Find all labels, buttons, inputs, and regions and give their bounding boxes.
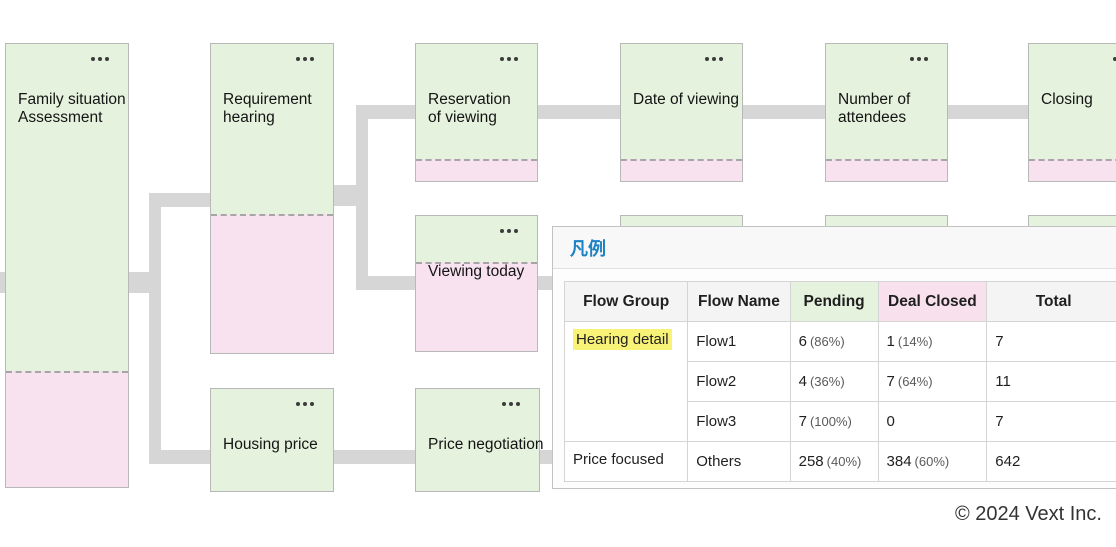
total-cell: 7 bbox=[986, 401, 1116, 442]
flow-node-requirement-hearing[interactable]: Requirement hearing bbox=[210, 43, 334, 354]
table-row: Flow3 7 (100%) 0 7 bbox=[565, 401, 1116, 442]
pending-cell: 7 (100%) bbox=[789, 401, 879, 442]
node-label: Housing price bbox=[223, 436, 318, 453]
node-menu-icon[interactable] bbox=[497, 229, 518, 233]
flow-node-viewing-today[interactable]: Viewing today bbox=[415, 215, 538, 352]
flow-connector bbox=[743, 105, 825, 119]
flow-connector bbox=[948, 105, 1028, 119]
node-menu-icon[interactable] bbox=[1110, 57, 1116, 61]
legend-header: 凡例 bbox=[553, 227, 1116, 269]
flow-connector bbox=[356, 105, 368, 290]
node-closed-region bbox=[416, 262, 537, 351]
flow-group-cell: Hearing detail bbox=[563, 321, 689, 442]
node-menu-icon[interactable] bbox=[293, 57, 314, 61]
node-label: Family situation Assessment bbox=[18, 91, 126, 126]
flow-group-cell: Price focused bbox=[563, 441, 689, 482]
pending-cell: 6 (86%) bbox=[789, 321, 879, 362]
column-header-deal-closed: Deal Closed bbox=[877, 281, 988, 322]
flow-node-reservation-of-viewing[interactable]: Reservation of viewing bbox=[415, 43, 538, 182]
flow-connector bbox=[356, 105, 415, 119]
flow-connector bbox=[334, 450, 415, 464]
copyright-text: © 2024 Vext Inc. bbox=[954, 503, 1102, 525]
deal-closed-cell: 1 (14%) bbox=[877, 321, 988, 362]
flow-node-family-situation[interactable]: Family situation Assessment bbox=[5, 43, 129, 488]
table-row: Flow2 4 (36%) 7 (64%) 11 bbox=[565, 361, 1116, 402]
node-label: Requirement hearing bbox=[223, 91, 312, 126]
node-menu-icon[interactable] bbox=[88, 57, 109, 61]
flow-connector bbox=[356, 276, 415, 290]
pending-cell: 4 (36%) bbox=[789, 361, 879, 402]
total-cell: 11 bbox=[986, 361, 1116, 402]
flow-node-closing[interactable]: Closing bbox=[1028, 43, 1116, 182]
flow-node-date-of-viewing[interactable]: Date of viewing bbox=[620, 43, 743, 182]
node-closed-region bbox=[1029, 159, 1116, 181]
node-label: Number of attendees bbox=[838, 91, 911, 126]
node-menu-icon[interactable] bbox=[907, 57, 928, 61]
footer: © 2024 Vext Inc. bbox=[0, 492, 1116, 547]
node-label: Viewing today bbox=[428, 263, 525, 280]
table-row: Hearing detail Flow1 6 (86%) 1 (14%) 7 bbox=[563, 321, 1116, 442]
column-header-pending: Pending bbox=[789, 281, 879, 322]
pending-cell: 258 (40%) bbox=[789, 441, 879, 482]
flow-name-cell: Others bbox=[687, 441, 791, 482]
node-menu-icon[interactable] bbox=[702, 57, 723, 61]
legend-table-header-row: Flow Group Flow Name Pending Deal Closed… bbox=[563, 281, 1116, 322]
legend-panel: 凡例 Flow Group Flow Name Pending Deal Clo… bbox=[552, 226, 1116, 489]
node-closed-region bbox=[621, 159, 742, 181]
total-cell: 642 bbox=[986, 441, 1116, 482]
deal-closed-cell: 384 (60%) bbox=[877, 441, 988, 482]
total-cell: 7 bbox=[986, 321, 1116, 362]
node-menu-icon[interactable] bbox=[497, 57, 518, 61]
flow-connector bbox=[0, 272, 6, 293]
legend-title: 凡例 bbox=[570, 238, 606, 259]
legend-table: Flow Group Flow Name Pending Deal Closed… bbox=[563, 281, 1116, 482]
flow-node-number-of-attendees[interactable]: Number of attendees bbox=[825, 43, 948, 182]
flow-connector bbox=[149, 450, 210, 464]
node-closed-region bbox=[826, 159, 947, 181]
node-label: Closing bbox=[1041, 91, 1093, 108]
node-menu-icon[interactable] bbox=[499, 402, 520, 406]
column-header-flow-group: Flow Group bbox=[563, 281, 689, 322]
flow-name-cell: Flow3 bbox=[687, 401, 791, 442]
flow-node-housing-price[interactable]: Housing price bbox=[210, 388, 334, 492]
node-label: Reservation of viewing bbox=[428, 91, 511, 126]
node-label: Date of viewing bbox=[633, 91, 739, 108]
flow-connector bbox=[149, 193, 210, 207]
node-label: Price negotiation bbox=[428, 436, 544, 453]
flow-node-price-negotiation[interactable]: Price negotiation bbox=[415, 388, 544, 492]
node-menu-icon[interactable] bbox=[293, 402, 314, 406]
node-closed-region bbox=[416, 159, 537, 181]
deal-closed-cell: 7 (64%) bbox=[877, 361, 988, 402]
flow-name-cell: Flow1 bbox=[687, 321, 791, 362]
flow-connector bbox=[149, 193, 161, 464]
column-header-total: Total bbox=[986, 281, 1116, 322]
flow-connector bbox=[538, 105, 620, 119]
node-closed-region bbox=[6, 371, 128, 487]
flow-name-cell: Flow2 bbox=[687, 361, 791, 402]
column-header-flow-name: Flow Name bbox=[687, 281, 791, 322]
group-highlight: Hearing detail bbox=[573, 329, 672, 350]
flow-connector bbox=[538, 276, 556, 290]
deal-closed-cell: 0 bbox=[877, 401, 988, 442]
table-row: Price focused Others 258 (40%) 384 (60%) 6… bbox=[563, 441, 1116, 482]
node-closed-region bbox=[211, 214, 333, 353]
